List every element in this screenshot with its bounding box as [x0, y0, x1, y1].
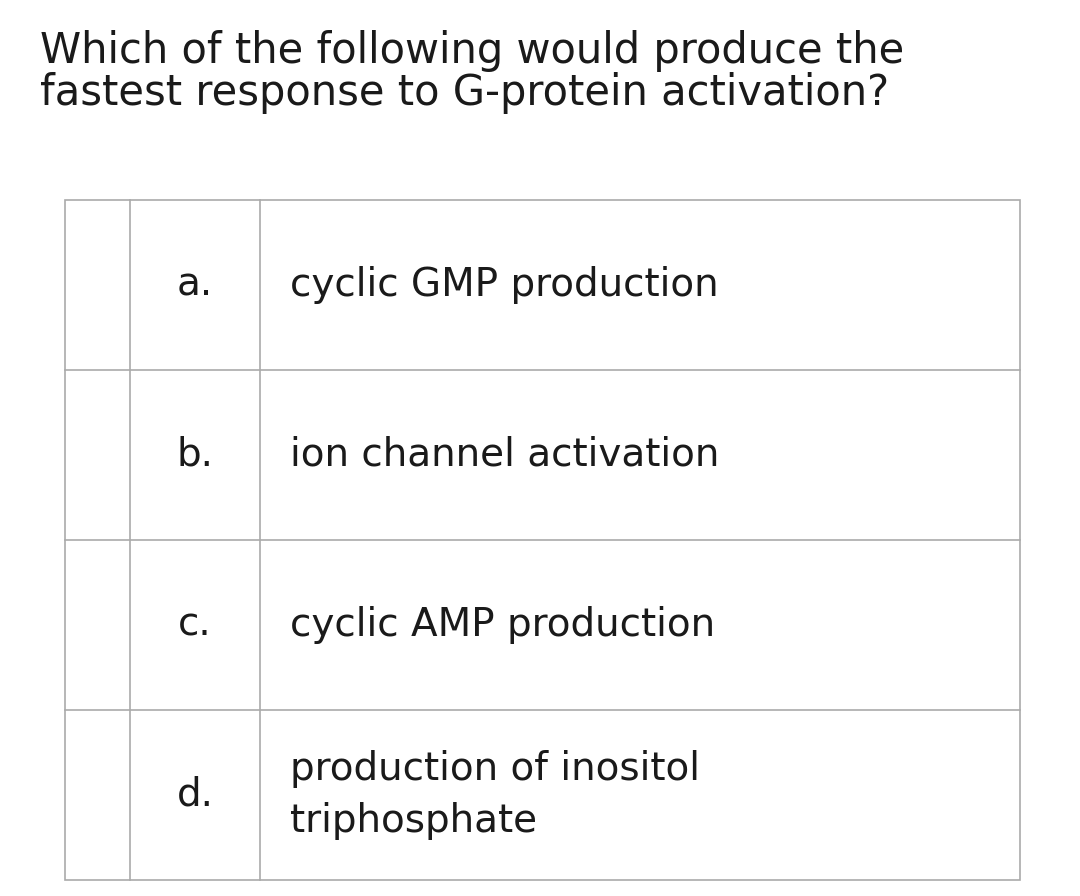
- Text: fastest response to G-protein activation?: fastest response to G-protein activation…: [40, 72, 889, 114]
- Text: c.: c.: [178, 606, 212, 644]
- Text: production of inositol
triphosphate: production of inositol triphosphate: [291, 750, 700, 840]
- Text: cyclic AMP production: cyclic AMP production: [291, 606, 715, 644]
- Text: d.: d.: [176, 776, 214, 814]
- Text: b.: b.: [176, 436, 214, 474]
- Text: cyclic GMP production: cyclic GMP production: [291, 266, 718, 304]
- Text: ion channel activation: ion channel activation: [291, 436, 719, 474]
- Bar: [65, 200, 1020, 880]
- Text: a.: a.: [177, 266, 213, 304]
- Text: Which of the following would produce the: Which of the following would produce the: [40, 30, 904, 72]
